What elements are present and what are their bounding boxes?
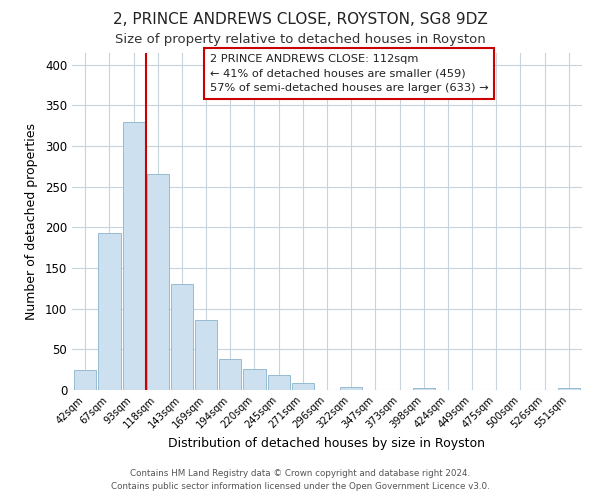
Bar xyxy=(98,233,121,390)
Y-axis label: Number of detached properties: Number of detached properties xyxy=(25,122,38,320)
Bar xyxy=(340,386,362,390)
Text: Contains HM Land Registry data © Crown copyright and database right 2024.
Contai: Contains HM Land Registry data © Crown c… xyxy=(110,470,490,491)
Text: 2, PRINCE ANDREWS CLOSE, ROYSTON, SG8 9DZ: 2, PRINCE ANDREWS CLOSE, ROYSTON, SG8 9D… xyxy=(113,12,487,28)
Bar xyxy=(413,388,435,390)
Bar xyxy=(195,320,217,390)
Bar xyxy=(244,369,266,390)
Bar xyxy=(74,370,97,390)
Text: Size of property relative to detached houses in Royston: Size of property relative to detached ho… xyxy=(115,32,485,46)
Bar xyxy=(146,174,169,390)
Bar xyxy=(268,376,290,390)
Text: 2 PRINCE ANDREWS CLOSE: 112sqm
← 41% of detached houses are smaller (459)
57% of: 2 PRINCE ANDREWS CLOSE: 112sqm ← 41% of … xyxy=(210,54,488,93)
Bar xyxy=(122,122,145,390)
Bar xyxy=(171,284,193,390)
Bar xyxy=(557,388,580,390)
Bar xyxy=(219,359,241,390)
Bar xyxy=(292,382,314,390)
X-axis label: Distribution of detached houses by size in Royston: Distribution of detached houses by size … xyxy=(169,438,485,450)
